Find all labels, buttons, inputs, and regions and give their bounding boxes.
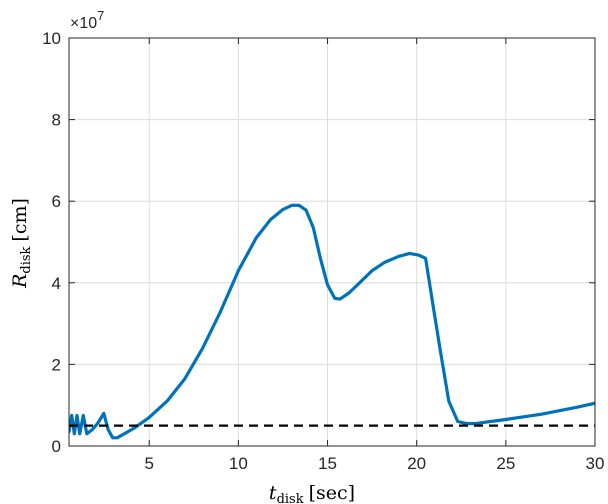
y-tick-label-2: 4 (52, 274, 61, 293)
x-tick-label-1: 10 (229, 454, 248, 473)
plot-frame (68, 37, 596, 447)
y-axis-label-unit: [cm] (9, 198, 31, 241)
y-axis-label-main: R (9, 274, 31, 289)
x-tick-label-2: 15 (318, 454, 337, 473)
grid-lines (69, 37, 596, 447)
x-tick-label-4: 25 (496, 454, 515, 473)
x-axis-label-main: t (269, 482, 277, 504)
y-tick-label-4: 8 (52, 111, 61, 130)
y-tick-labels: 0 2 4 6 8 10 (42, 29, 61, 456)
y-axis-label-sub: disk (19, 246, 34, 273)
y-axis-label: Rdisk [cm] (9, 198, 34, 289)
y-tick-label-0: 0 (52, 437, 61, 456)
y-tick-label-5: 10 (42, 29, 61, 48)
y-tick-label-1: 2 (52, 355, 61, 374)
x-axis-label-sub: disk (277, 492, 304, 504)
y-multiplier: ×107 (70, 8, 104, 32)
y-multiplier-base: ×10 (70, 15, 97, 32)
tick-marks (69, 37, 596, 447)
y-tick-label-3: 6 (52, 192, 61, 211)
y-multiplier-exponent: 7 (97, 8, 104, 23)
x-tick-label-3: 20 (407, 454, 426, 473)
x-axis-label-unit: [sec] (309, 482, 355, 504)
x-tick-labels: 5 10 15 20 25 30 (145, 454, 605, 473)
x-tick-label-5: 30 (586, 454, 605, 473)
series-line-0 (69, 203, 595, 440)
series-group (69, 203, 595, 440)
x-axis-label: tdisk [sec] (269, 482, 355, 504)
x-tick-label-0: 5 (145, 454, 154, 473)
